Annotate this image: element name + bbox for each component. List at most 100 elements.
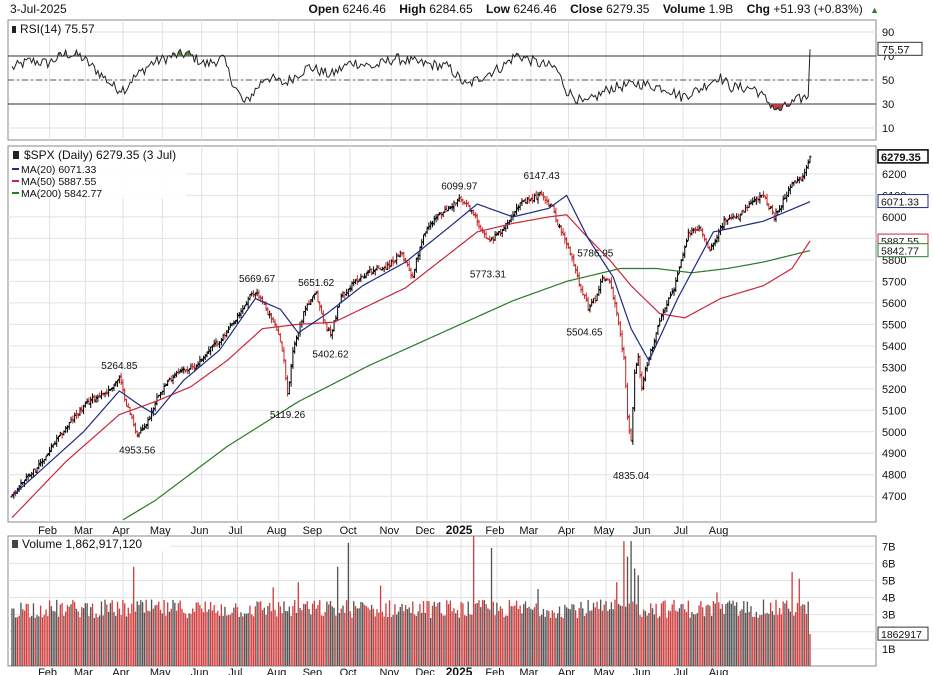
volume-bar [734, 605, 736, 666]
volume-bar [795, 612, 797, 666]
ohlc-bar [391, 256, 395, 267]
ohlc-bar [180, 366, 184, 373]
month-tick-label: Apr [112, 525, 129, 537]
ohlc-bar [328, 325, 332, 338]
ohlc-bar [602, 276, 606, 281]
volume-bar [73, 602, 76, 666]
volume-tick-label: 4B [882, 593, 895, 605]
ohlc-bar [153, 400, 157, 412]
month-tick-label: Aug [709, 667, 729, 675]
ohlc-summary: Open 6246.46 High 6284.65 Low 6246.46 Cl… [298, 2, 879, 16]
volume-bar [764, 613, 766, 666]
volume-bar [218, 615, 221, 666]
price-annotation: 6147.43 [524, 171, 561, 182]
rsi-legend: RSI(14) 75.57 [20, 22, 95, 36]
volume-bar [653, 614, 656, 666]
ohlc-bar [314, 291, 318, 295]
ohlc-bar [355, 275, 359, 286]
volume-bar [200, 608, 203, 666]
month-tick-label: Nov [380, 667, 400, 675]
month-tick-label: Aug [267, 667, 287, 675]
volume-bar [272, 587, 274, 666]
volume-bar [648, 612, 650, 666]
ohlc-bar [438, 211, 442, 216]
ohlc-bar [266, 307, 270, 316]
volume-value: 1.9B [708, 2, 734, 16]
ohlc-bar [736, 213, 740, 220]
volume-bar [476, 602, 478, 666]
month-tick-label: Mar [74, 525, 93, 537]
volume-bar [242, 616, 244, 666]
volume-bar [496, 602, 498, 666]
ohlc-bar [656, 324, 660, 336]
ohlc-bar [78, 406, 82, 416]
volume-bar [84, 603, 87, 666]
ohlc-bar [73, 412, 77, 423]
ohlc-bar [357, 279, 361, 283]
ohlc-bar [114, 380, 118, 387]
volume-bar [712, 601, 715, 666]
ohlc-bar [44, 455, 48, 461]
ohlc-bar [175, 370, 179, 378]
volume-bar [385, 603, 387, 666]
volume-bar [39, 605, 42, 666]
volume-bar [277, 602, 280, 666]
ohlc-bar [305, 303, 309, 312]
price-tick-label: 5800 [882, 255, 906, 267]
volume-bar [401, 603, 403, 666]
volume-bar [70, 604, 72, 666]
volume-bar [209, 602, 212, 666]
ma50-legend: MA(50) 5887.55 [21, 176, 96, 188]
month-tick-label: Jul [674, 667, 688, 675]
volume-bar [52, 610, 54, 666]
volume-bar [701, 607, 704, 666]
price-tick-label: 5400 [882, 341, 906, 353]
ohlc-bar [439, 211, 443, 220]
ohlc-bar [708, 245, 712, 252]
ohlc-bar [565, 237, 569, 249]
volume-bar [308, 608, 310, 666]
volume-bar [553, 612, 555, 666]
ohlc-bar [241, 305, 245, 314]
ohlc-bar [201, 355, 205, 363]
month-tick-label: 2025 [446, 665, 473, 675]
volume-bar [195, 602, 197, 666]
volume-bar [238, 616, 240, 666]
ma200-legend: MA(200) 5842.77 [21, 188, 102, 200]
volume-bar [138, 605, 140, 666]
ohlc-bar [126, 403, 130, 408]
ohlc-bar [534, 190, 538, 200]
volume-bar [156, 604, 158, 666]
month-tick-label: Oct [340, 667, 357, 675]
ohlc-bar [490, 237, 494, 241]
volume-bar [252, 616, 255, 666]
volume-bar [558, 606, 561, 666]
volume-bar [700, 601, 702, 666]
ohlc-bar [141, 424, 145, 431]
volume-bar [573, 604, 575, 666]
volume-bar [14, 617, 17, 666]
rsi-tick-label: 50 [882, 75, 894, 87]
ohlc-bar [407, 260, 411, 272]
volume-bar [177, 603, 180, 666]
volume-bar [116, 601, 119, 666]
volume-bar [22, 609, 24, 666]
volume-bar [796, 603, 799, 666]
ohlc-bar [461, 198, 465, 206]
ohlc-bar [781, 195, 785, 211]
volume-bar [335, 615, 337, 666]
ohlc-bar [253, 292, 257, 299]
volume-bar [678, 608, 681, 666]
ohlc-bar [761, 190, 765, 198]
low-label: Low [485, 2, 510, 16]
volume-bar [172, 600, 174, 666]
ohlc-bar [558, 223, 562, 229]
ohlc-bar [359, 273, 363, 283]
volume-bar [256, 601, 258, 666]
ohlc-bar [92, 394, 96, 403]
volume-bar [175, 610, 178, 666]
ohlc-bar [83, 401, 87, 408]
price-annotation: 5119.26 [270, 410, 306, 421]
volume-bar [574, 610, 577, 666]
volume-bar [666, 617, 668, 666]
